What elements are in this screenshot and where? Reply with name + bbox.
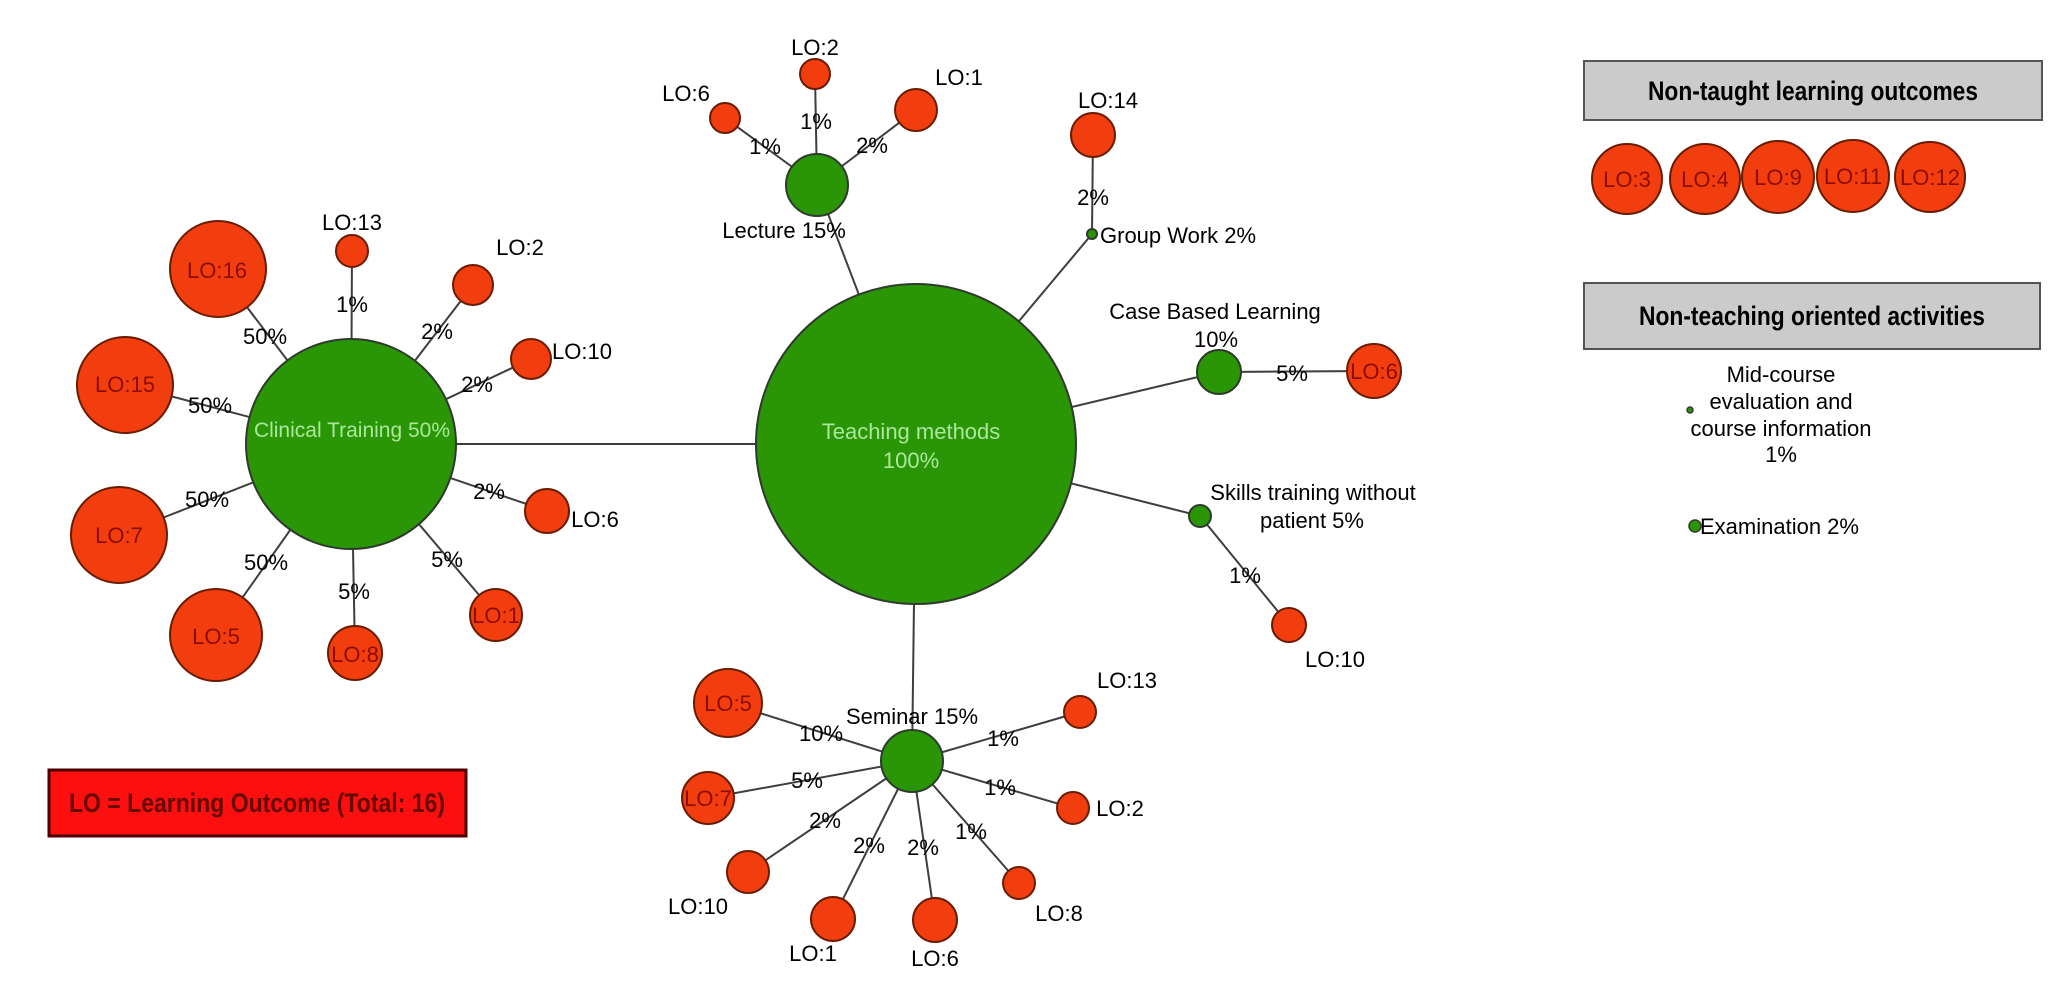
svg-text:2%: 2%: [421, 319, 453, 344]
svg-text:LO:14: LO:14: [1078, 88, 1138, 113]
svg-text:5%: 5%: [338, 579, 370, 604]
svg-text:LO:13: LO:13: [1097, 668, 1157, 693]
svg-text:50%: 50%: [244, 550, 288, 575]
svg-text:evaluation and: evaluation and: [1709, 389, 1852, 414]
svg-text:1%: 1%: [987, 726, 1019, 751]
svg-text:2%: 2%: [461, 372, 493, 397]
svg-text:50%: 50%: [243, 324, 287, 349]
svg-text:Skills training without: Skills training without: [1210, 480, 1415, 505]
svg-text:Non-taught learning outcomes: Non-taught learning outcomes: [1648, 76, 1978, 106]
svg-text:10%: 10%: [799, 721, 843, 746]
svg-text:LO:6: LO:6: [571, 507, 619, 532]
svg-text:1%: 1%: [800, 109, 832, 134]
svg-text:LO:12: LO:12: [1900, 165, 1960, 190]
svg-text:2%: 2%: [1077, 185, 1109, 210]
svg-text:LO:5: LO:5: [704, 691, 752, 716]
svg-text:5%: 5%: [791, 768, 823, 793]
svg-text:Seminar 15%: Seminar 15%: [846, 704, 978, 729]
svg-text:LO:10: LO:10: [1305, 647, 1365, 672]
svg-text:1%: 1%: [955, 819, 987, 844]
svg-text:LO:6: LO:6: [1350, 359, 1398, 384]
svg-text:LO:1: LO:1: [472, 603, 520, 628]
svg-text:LO:9: LO:9: [1754, 165, 1802, 190]
svg-text:Teaching methods: Teaching methods: [822, 419, 1001, 444]
svg-text:LO:10: LO:10: [668, 894, 728, 919]
svg-text:2%: 2%: [473, 479, 505, 504]
svg-text:5%: 5%: [431, 547, 463, 572]
svg-text:Examination 2%: Examination 2%: [1700, 514, 1859, 539]
svg-text:50%: 50%: [185, 487, 229, 512]
svg-text:LO:6: LO:6: [662, 81, 710, 106]
svg-text:LO = Learning Outcome (Total:: LO = Learning Outcome (Total: 16): [69, 788, 445, 818]
svg-text:LO:13: LO:13: [322, 210, 382, 235]
svg-text:Lecture 15%: Lecture 15%: [722, 218, 846, 243]
svg-text:LO:2: LO:2: [791, 35, 839, 60]
svg-text:2%: 2%: [853, 833, 885, 858]
svg-text:1%: 1%: [984, 775, 1016, 800]
svg-text:LO:5: LO:5: [192, 624, 240, 649]
svg-text:10%: 10%: [1194, 327, 1238, 352]
svg-text:LO:3: LO:3: [1603, 167, 1651, 192]
svg-text:LO:16: LO:16: [187, 258, 247, 283]
svg-text:2%: 2%: [856, 133, 888, 158]
svg-text:LO:10: LO:10: [552, 339, 612, 364]
svg-text:100%: 100%: [883, 448, 939, 473]
svg-text:LO:7: LO:7: [95, 523, 143, 548]
svg-text:1%: 1%: [336, 292, 368, 317]
svg-text:LO:1: LO:1: [789, 941, 837, 966]
svg-text:1%: 1%: [1229, 563, 1261, 588]
svg-text:LO:2: LO:2: [496, 235, 544, 260]
svg-text:LO:11: LO:11: [1824, 164, 1882, 189]
svg-text:Non-teaching oriented activiti: Non-teaching oriented activities: [1639, 301, 1985, 331]
svg-text:LO:4: LO:4: [1681, 167, 1729, 192]
svg-text:LO:6: LO:6: [911, 946, 959, 971]
svg-text:50%: 50%: [188, 393, 232, 418]
svg-text:Group Work 2%: Group Work 2%: [1100, 223, 1256, 248]
svg-text:patient 5%: patient 5%: [1260, 508, 1364, 533]
svg-text:LO:8: LO:8: [1035, 901, 1083, 926]
svg-text:Case Based Learning: Case Based Learning: [1109, 299, 1321, 324]
svg-text:1%: 1%: [1765, 442, 1797, 467]
svg-text:LO:2: LO:2: [1096, 796, 1144, 821]
svg-text:5%: 5%: [1276, 361, 1308, 386]
svg-text:LO:8: LO:8: [331, 642, 379, 667]
svg-text:Mid-course: Mid-course: [1727, 362, 1836, 387]
svg-text:LO:7: LO:7: [684, 786, 732, 811]
svg-text:LO:1: LO:1: [935, 65, 983, 90]
svg-text:1%: 1%: [749, 134, 781, 159]
svg-text:LO:15: LO:15: [95, 372, 155, 397]
svg-text:2%: 2%: [907, 835, 939, 860]
svg-text:Clinical Training 50%: Clinical Training 50%: [254, 419, 450, 442]
svg-text:2%: 2%: [809, 808, 841, 833]
svg-text:course information: course information: [1691, 416, 1872, 441]
